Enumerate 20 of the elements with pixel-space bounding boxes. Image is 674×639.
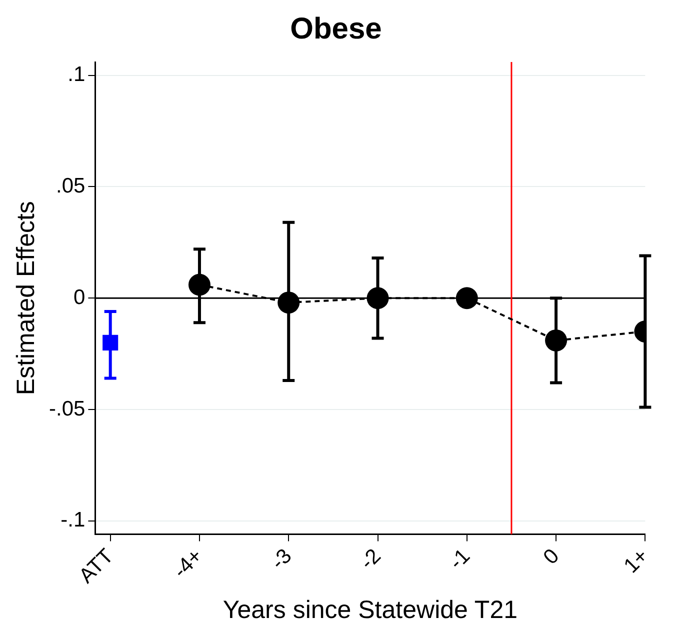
x-tick-label: -1 — [445, 544, 475, 574]
x-tick-label: 1+ — [620, 544, 653, 578]
x-tick-label: 0 — [539, 544, 564, 570]
y-axis-title: Estimated Effects — [12, 201, 40, 396]
point — [278, 292, 300, 314]
point — [188, 274, 210, 296]
chart-title: Obese — [290, 12, 382, 46]
point — [102, 334, 118, 350]
x-tick-label: -4+ — [168, 544, 208, 583]
x-tick-label: -3 — [266, 544, 296, 574]
point — [366, 287, 389, 310]
y-tick-label: .1 — [68, 63, 86, 86]
y-tick-label: -.1 — [60, 508, 86, 532]
x-axis-title: Years since Statewide T21 — [222, 596, 518, 624]
y-tick-label: -.05 — [49, 397, 86, 420]
y-tick-label: 0 — [74, 286, 86, 309]
point — [545, 329, 568, 352]
point — [456, 287, 478, 310]
y-tick-label: .05 — [56, 174, 86, 198]
x-tick-label: -2 — [356, 544, 386, 574]
